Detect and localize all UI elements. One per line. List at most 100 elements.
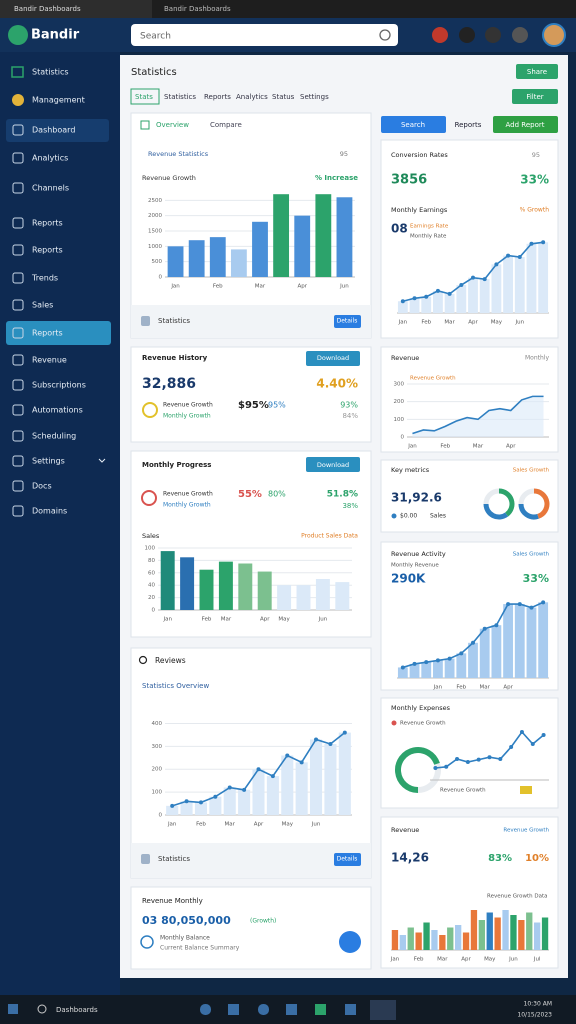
- add-report-button[interactable]: [493, 116, 558, 133]
- tab[interactable]: Stats: [135, 93, 153, 101]
- bar: [257, 571, 272, 610]
- area-column: [468, 642, 478, 678]
- tab[interactable]: Overview: [156, 121, 189, 129]
- app-icon[interactable]: [200, 1004, 211, 1015]
- sidebar-item[interactable]: Subscriptions: [32, 381, 86, 390]
- sidebar-item[interactable]: Management: [32, 96, 85, 105]
- download-button[interactable]: [306, 351, 360, 366]
- sidebar-item[interactable]: Scheduling: [32, 432, 76, 441]
- button[interactable]: Details: [337, 318, 358, 325]
- tab[interactable]: Compare: [210, 121, 242, 129]
- y-tick-label: 80: [148, 558, 155, 564]
- filter[interactable]: Filter: [526, 93, 543, 101]
- app-icon[interactable]: [345, 1004, 356, 1015]
- amount: 55%: [238, 489, 262, 500]
- icon[interactable]: [459, 27, 475, 43]
- sidebar-item[interactable]: Domains: [32, 507, 67, 516]
- notification-icon[interactable]: [432, 27, 448, 43]
- search-icon[interactable]: [379, 29, 391, 41]
- sidebar-item[interactable]: Reports: [32, 246, 63, 255]
- x-tick-label: Apr: [461, 957, 471, 963]
- avatar[interactable]: [542, 23, 566, 47]
- donut-slice: [483, 488, 500, 505]
- search-icon[interactable]: [37, 1004, 47, 1014]
- x-tick-label: Jan: [398, 320, 408, 326]
- badge: [520, 786, 532, 794]
- footer-icon: [141, 316, 150, 326]
- sidebar-item[interactable]: Automations: [32, 406, 83, 415]
- sidebar-item[interactable]: Reports: [32, 219, 63, 228]
- tab[interactable]: Analytics: [236, 93, 268, 101]
- share-button[interactable]: [516, 64, 558, 79]
- search-box[interactable]: [131, 24, 398, 46]
- action-button[interactable]: [339, 931, 361, 953]
- card: [130, 112, 372, 339]
- donut-slice: [518, 488, 535, 505]
- button[interactable]: Download: [317, 461, 349, 469]
- tab[interactable]: Statistics: [164, 93, 196, 101]
- area-column: [266, 776, 279, 815]
- sidebar-item[interactable]: Trends: [31, 274, 58, 283]
- tab-title[interactable]: Bandir Dashboards: [164, 5, 231, 13]
- icon[interactable]: [512, 27, 528, 43]
- details-button[interactable]: [334, 315, 361, 328]
- app-icon[interactable]: [228, 1004, 239, 1015]
- app-icon[interactable]: [315, 1004, 326, 1015]
- sidebar-item[interactable]: Reports: [32, 329, 63, 338]
- area-column: [397, 301, 408, 313]
- chart-title: Sales: [142, 532, 160, 540]
- add-report[interactable]: Add Report: [506, 121, 545, 129]
- bar: [160, 551, 175, 610]
- tab[interactable]: Status: [272, 93, 295, 101]
- bar: [218, 561, 233, 610]
- sidebar-item[interactable]: Settings: [32, 457, 65, 466]
- sidebar-item[interactable]: Channels: [32, 184, 69, 193]
- start-button[interactable]: [8, 1004, 18, 1014]
- app-icon[interactable]: [370, 1000, 396, 1020]
- search[interactable]: Search: [401, 121, 425, 129]
- search[interactable]: Search: [140, 32, 171, 42]
- x-tick-label: May: [484, 957, 496, 963]
- button[interactable]: Download: [317, 354, 349, 362]
- reports[interactable]: Reports: [455, 121, 482, 129]
- point: [447, 291, 452, 296]
- sidebar-item[interactable]: Analytics: [32, 154, 68, 163]
- sidebar-item[interactable]: Dashboard: [32, 126, 75, 135]
- tab[interactable]: Settings: [300, 93, 329, 101]
- share[interactable]: Share: [527, 68, 547, 76]
- search-button[interactable]: [381, 116, 446, 133]
- point: [494, 262, 499, 267]
- app-icon[interactable]: [286, 1004, 297, 1015]
- title: Monthly Progress: [142, 461, 211, 469]
- tab[interactable]: Reports: [204, 93, 231, 101]
- sidebar-item[interactable]: Statistics: [32, 68, 69, 77]
- sidebar-item[interactable]: Revenue: [32, 356, 67, 365]
- point: [270, 774, 275, 779]
- title: Revenue: [391, 826, 419, 834]
- icon: [141, 490, 157, 506]
- sidebar-item[interactable]: Docs: [32, 482, 52, 491]
- tab-title[interactable]: Bandir Dashboards: [14, 5, 81, 13]
- x-tick-label: Jun: [339, 284, 349, 290]
- point: [285, 753, 290, 758]
- button[interactable]: Details: [337, 856, 358, 863]
- details-button[interactable]: [334, 853, 361, 866]
- sidebar-item[interactable]: Sales: [32, 301, 53, 310]
- chart-change: % Increase: [315, 174, 358, 182]
- x-tick-label: Apr: [260, 617, 270, 623]
- download-button[interactable]: [306, 457, 360, 472]
- area-column: [491, 264, 502, 313]
- point: [184, 799, 189, 804]
- x-tick-label: Mar: [437, 957, 448, 963]
- app-icon[interactable]: [258, 1004, 269, 1015]
- point: [541, 240, 546, 245]
- bar: [462, 932, 470, 950]
- period: 95: [532, 151, 540, 159]
- filter-button[interactable]: [512, 89, 558, 104]
- icon[interactable]: [485, 27, 501, 43]
- time: 10:30 AM: [524, 1001, 552, 1008]
- heading: Revenue Statistics: [148, 150, 209, 158]
- x-tick-label: Jun: [318, 617, 328, 623]
- search[interactable]: Dashboards: [56, 1006, 98, 1014]
- tab-active[interactable]: [0, 0, 152, 18]
